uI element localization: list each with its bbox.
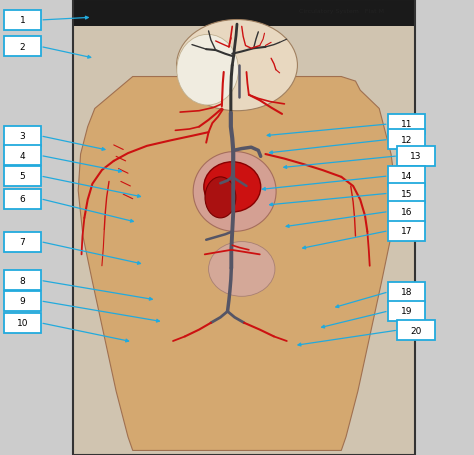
FancyBboxPatch shape — [388, 115, 425, 135]
FancyBboxPatch shape — [388, 301, 425, 321]
FancyBboxPatch shape — [388, 221, 425, 241]
Text: 8: 8 — [19, 276, 26, 285]
FancyBboxPatch shape — [397, 320, 435, 340]
Text: 3: 3 — [19, 132, 26, 141]
Ellipse shape — [209, 242, 275, 297]
Bar — [73, 27, 415, 455]
Text: 4: 4 — [20, 152, 25, 161]
Text: 1: 1 — [19, 16, 26, 25]
FancyBboxPatch shape — [4, 189, 41, 209]
FancyBboxPatch shape — [4, 11, 41, 31]
Ellipse shape — [204, 162, 261, 212]
Text: 6: 6 — [19, 195, 26, 204]
Text: Circulatory System   Flat M: Circulatory System Flat M — [299, 9, 383, 14]
Text: 15: 15 — [401, 189, 412, 198]
FancyBboxPatch shape — [388, 202, 425, 222]
Bar — [73, 0, 415, 455]
FancyBboxPatch shape — [4, 37, 41, 57]
Text: 13: 13 — [410, 152, 422, 161]
FancyBboxPatch shape — [4, 167, 41, 187]
Text: 2: 2 — [20, 43, 25, 52]
Text: 11: 11 — [401, 120, 412, 129]
Text: 9: 9 — [19, 297, 26, 306]
Text: 7: 7 — [19, 238, 26, 247]
Text: 14: 14 — [401, 172, 412, 181]
FancyBboxPatch shape — [4, 232, 41, 252]
Polygon shape — [78, 77, 396, 450]
FancyBboxPatch shape — [388, 184, 425, 204]
Ellipse shape — [177, 35, 238, 106]
FancyBboxPatch shape — [4, 291, 41, 311]
FancyBboxPatch shape — [388, 130, 425, 150]
Bar — [73, 0, 415, 27]
Text: 12: 12 — [401, 136, 412, 145]
Text: 17: 17 — [401, 227, 412, 236]
Text: 19: 19 — [401, 307, 412, 316]
Text: 5: 5 — [19, 172, 26, 181]
FancyBboxPatch shape — [4, 146, 41, 166]
Ellipse shape — [176, 20, 298, 111]
Text: 20: 20 — [410, 326, 421, 335]
FancyBboxPatch shape — [397, 147, 435, 167]
Text: 10: 10 — [17, 318, 28, 328]
FancyBboxPatch shape — [388, 167, 425, 187]
Text: 18: 18 — [401, 288, 412, 297]
FancyBboxPatch shape — [4, 313, 41, 333]
FancyBboxPatch shape — [388, 282, 425, 302]
FancyBboxPatch shape — [4, 126, 41, 147]
Ellipse shape — [193, 152, 276, 232]
Text: 16: 16 — [401, 207, 412, 217]
FancyBboxPatch shape — [4, 271, 41, 291]
Ellipse shape — [205, 177, 236, 218]
